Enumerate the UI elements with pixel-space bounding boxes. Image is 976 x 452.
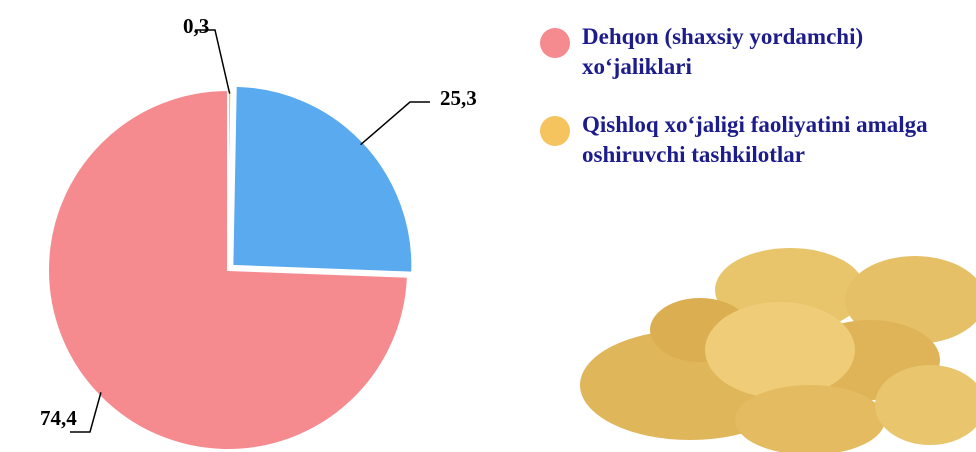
data-label: 0,3 [183,14,209,38]
legend-marker [540,116,570,146]
leader-line [361,102,430,145]
legend-marker [540,28,570,58]
data-label: 74,4 [40,406,77,430]
pie-slice [232,86,412,273]
legend-label: Qishloq xo‘jaligi faoliyatini amalga osh… [582,112,928,167]
potato [735,385,885,452]
leader-line [195,30,230,94]
legend: Dehqon (shaxsiy yordamchi) xo‘jaliklari Q… [540,22,970,198]
page: 74,4 0,3 25,3 Dehqon (shaxsiy yordamchi) x… [0,0,976,452]
legend-label: Dehqon (shaxsiy yordamchi) xo‘jaliklari [582,24,863,79]
potatoes-image [580,248,976,452]
legend-item: Qishloq xo‘jaligi faoliyatini amalga osh… [540,110,942,170]
pie-slice [228,90,231,270]
legend-item: Dehqon (shaxsiy yordamchi) xo‘jaliklari [540,22,970,82]
data-label: 25,3 [440,86,477,110]
potato [705,302,855,398]
